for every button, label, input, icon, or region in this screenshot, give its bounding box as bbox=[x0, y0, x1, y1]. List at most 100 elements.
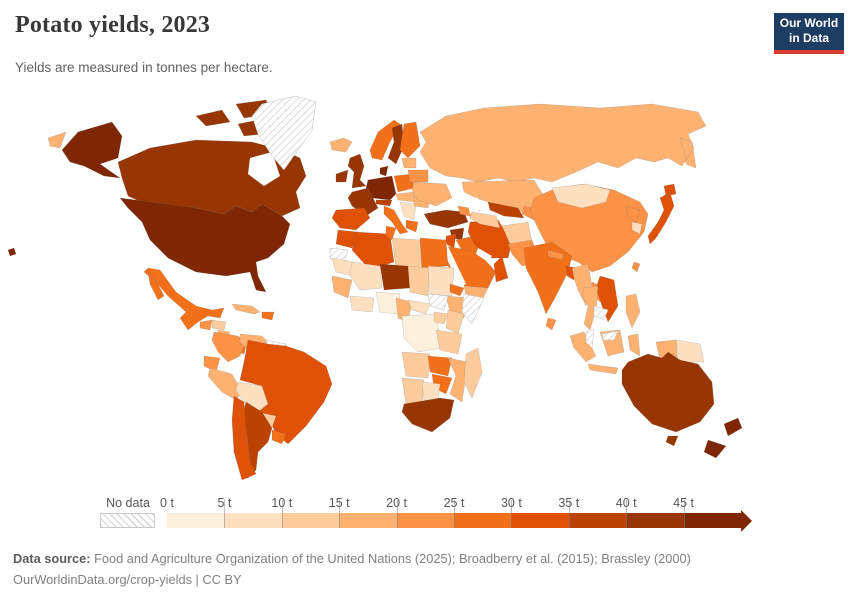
legend-bin[interactable] bbox=[167, 513, 225, 528]
legend-bin[interactable] bbox=[224, 513, 282, 528]
license-line: OurWorldinData.org/crop-yields | CC BY bbox=[13, 572, 242, 587]
legend-bin[interactable] bbox=[626, 513, 684, 528]
country-turkey[interactable] bbox=[423, 209, 469, 229]
country-japan[interactable] bbox=[647, 183, 677, 245]
country-denmark[interactable] bbox=[379, 165, 389, 177]
country-united-kingdom[interactable] bbox=[347, 153, 367, 189]
country-tanzania[interactable] bbox=[435, 329, 463, 355]
country-dr-congo[interactable] bbox=[401, 313, 443, 353]
country-south-sudan[interactable] bbox=[427, 293, 449, 311]
water-red-sea bbox=[442, 242, 466, 288]
country-iberia[interactable] bbox=[331, 207, 371, 231]
water-hudson-bay bbox=[248, 152, 280, 186]
country-turkmenistan[interactable] bbox=[469, 211, 501, 229]
country-iran[interactable] bbox=[467, 219, 513, 259]
country-honduras[interactable] bbox=[211, 319, 227, 331]
country-finland[interactable] bbox=[399, 121, 421, 159]
country-sudan[interactable] bbox=[427, 265, 455, 297]
country-italy[interactable] bbox=[383, 205, 409, 235]
country-somalia[interactable] bbox=[461, 293, 485, 325]
country-thailand[interactable] bbox=[581, 285, 599, 331]
country-greenland[interactable] bbox=[251, 95, 317, 171]
world-choropleth-map bbox=[0, 82, 850, 490]
country-angola[interactable] bbox=[401, 351, 431, 379]
owid-logo-line2: in Data bbox=[788, 31, 829, 45]
legend-bin[interactable] bbox=[683, 513, 742, 528]
country-france[interactable] bbox=[347, 187, 379, 217]
country-papua-new-guinea[interactable] bbox=[675, 339, 705, 363]
country-belarus[interactable] bbox=[407, 169, 429, 183]
country-mongolia[interactable] bbox=[551, 183, 611, 209]
legend-bin[interactable] bbox=[454, 513, 512, 528]
country-mali[interactable] bbox=[349, 261, 383, 291]
country-brazil[interactable] bbox=[239, 339, 333, 445]
country-senegal-guinea[interactable] bbox=[331, 275, 353, 299]
country-mexico[interactable] bbox=[143, 267, 225, 331]
country-australia[interactable] bbox=[621, 351, 715, 447]
country-ireland[interactable] bbox=[335, 169, 349, 183]
country-hispaniola[interactable] bbox=[261, 311, 275, 321]
country-sweden[interactable] bbox=[387, 123, 405, 165]
country-alaska[interactable] bbox=[61, 121, 123, 179]
chart-footer: Data source: Food and Agriculture Organi… bbox=[13, 548, 691, 590]
country-uruguay[interactable] bbox=[271, 429, 287, 445]
country-kenya[interactable] bbox=[445, 309, 465, 335]
legend-tick-mark bbox=[454, 500, 455, 528]
country-niger[interactable] bbox=[379, 263, 411, 291]
world-map-svg bbox=[7, 95, 743, 481]
country-cuba[interactable] bbox=[231, 303, 261, 315]
country-eritrea[interactable] bbox=[449, 283, 465, 297]
country-alps-austria[interactable] bbox=[375, 199, 393, 207]
country-tunisia[interactable] bbox=[385, 225, 397, 241]
legend-tick-mark bbox=[683, 500, 685, 528]
country-peru[interactable] bbox=[207, 367, 243, 401]
country-czechia-hungary[interactable] bbox=[395, 191, 417, 203]
legend-bin[interactable] bbox=[396, 513, 455, 528]
country-colombia[interactable] bbox=[211, 331, 247, 363]
country-sri-lanka[interactable] bbox=[545, 317, 557, 331]
country-madagascar[interactable] bbox=[463, 347, 483, 399]
country-uganda-rwanda[interactable] bbox=[433, 311, 449, 325]
country-zambia[interactable] bbox=[427, 355, 453, 377]
legend-bin[interactable] bbox=[281, 513, 340, 528]
legend-tick-mark bbox=[568, 500, 570, 528]
country-guatemala[interactable] bbox=[199, 319, 213, 331]
country-oman[interactable] bbox=[493, 255, 509, 283]
country-indonesia[interactable] bbox=[569, 329, 679, 375]
country-central-african-republic[interactable] bbox=[407, 299, 431, 315]
country-chukotka-russia[interactable] bbox=[47, 131, 67, 149]
country-balkans[interactable] bbox=[399, 201, 417, 221]
legend-bin[interactable] bbox=[511, 513, 569, 528]
country-iceland[interactable] bbox=[329, 137, 353, 153]
country-philippines[interactable] bbox=[625, 293, 641, 329]
owid-logo[interactable]: Our World in Data bbox=[774, 13, 844, 54]
country-malaysia[interactable] bbox=[585, 329, 619, 349]
country-ukraine[interactable] bbox=[411, 181, 453, 207]
legend-no-data-swatch[interactable] bbox=[100, 513, 155, 528]
country-north-korea[interactable] bbox=[625, 205, 641, 223]
legend-bin[interactable] bbox=[339, 513, 397, 528]
country-malawi-mozambique[interactable] bbox=[447, 357, 469, 403]
country-taiwan[interactable] bbox=[631, 261, 641, 273]
legend-bin[interactable] bbox=[568, 513, 627, 528]
country-morocco[interactable] bbox=[335, 229, 359, 249]
country-new-zealand[interactable] bbox=[703, 417, 743, 459]
legend-tick-mark bbox=[396, 500, 398, 528]
country-ivory-coast-ghana[interactable] bbox=[349, 295, 375, 313]
country-united-states[interactable] bbox=[119, 197, 291, 293]
country-hawaii[interactable] bbox=[7, 247, 17, 257]
data-source-label: Data source: bbox=[13, 551, 91, 566]
country-south-korea[interactable] bbox=[631, 221, 643, 235]
country-russia[interactable] bbox=[419, 103, 707, 183]
country-greece[interactable] bbox=[405, 219, 419, 233]
country-uzbekistan[interactable] bbox=[487, 201, 525, 219]
country-chad[interactable] bbox=[407, 265, 431, 297]
country-egypt[interactable] bbox=[419, 237, 449, 269]
country-chile[interactable] bbox=[231, 395, 257, 481]
country-nepal[interactable] bbox=[547, 249, 565, 261]
country-india[interactable] bbox=[523, 241, 573, 315]
country-baltics[interactable] bbox=[401, 157, 417, 169]
country-south-africa[interactable] bbox=[401, 397, 455, 433]
country-cambodia[interactable] bbox=[593, 305, 609, 321]
